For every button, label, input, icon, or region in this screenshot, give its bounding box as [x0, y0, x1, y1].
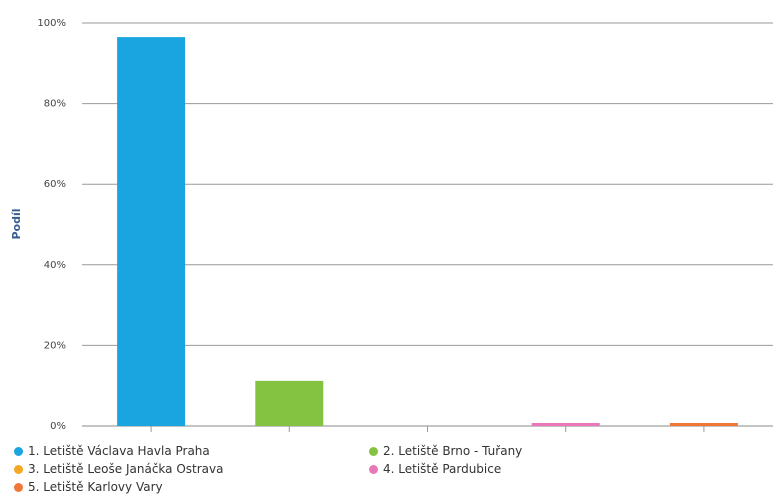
y-tick-label: 80% [44, 99, 66, 110]
bar[interactable] [255, 380, 324, 426]
y-tick-label: 40% [44, 260, 66, 271]
legend-label: 3. Letiště Leoše Janáčka Ostrava [28, 462, 224, 476]
y-axis-ticks: 0% 20% 40% 60% 80% 100% [37, 18, 66, 432]
legend-marker [369, 464, 378, 474]
legend-label: 2. Letiště Brno - Tuřany [383, 444, 523, 458]
legend-item[interactable]: 4. Letiště Pardubice [369, 462, 501, 476]
legend-label: 1. Letiště Václava Havla Praha [28, 444, 210, 458]
legend-label: 4. Letiště Pardubice [383, 462, 502, 476]
y-tick-label: 100% [37, 18, 66, 29]
legend-marker [14, 482, 23, 492]
legend-label: 5. Letiště Karlovy Vary [28, 480, 163, 494]
legend-item[interactable]: 2. Letiště Brno - Tuřany [369, 444, 522, 458]
y-axis-label: Podíl [10, 208, 23, 239]
bar[interactable] [117, 37, 186, 426]
legend-marker [14, 446, 23, 456]
bars [117, 37, 738, 426]
y-tick-label: 0% [50, 421, 66, 432]
legend-item[interactable]: 3. Letiště Leoše Janáčka Ostrava [14, 462, 223, 476]
legend-item[interactable]: 5. Letiště Karlovy Vary [14, 480, 163, 494]
legend-marker [369, 446, 378, 456]
y-tick-label: 20% [44, 340, 66, 351]
bar[interactable] [669, 423, 738, 426]
bar-chart: 0% 20% 40% 60% 80% 100% Podíl [10, 18, 773, 432]
bar[interactable] [531, 423, 600, 426]
y-tick-label: 60% [44, 179, 66, 190]
x-axis [150, 426, 705, 432]
legend-item[interactable]: 1. Letiště Václava Havla Praha [14, 444, 210, 458]
legend-marker [14, 464, 23, 474]
gridlines [82, 22, 773, 427]
